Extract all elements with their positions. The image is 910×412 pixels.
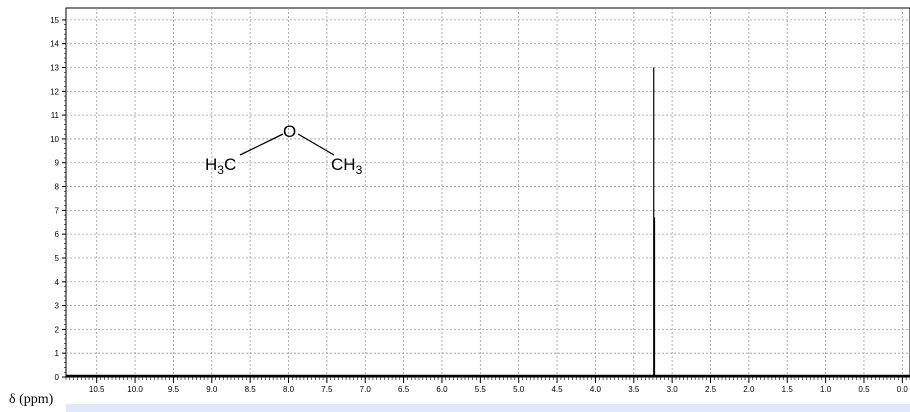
y-tick-label: 9 xyxy=(55,159,60,168)
y-tick-label: 3 xyxy=(55,302,60,311)
y-tick-label: 14 xyxy=(50,40,59,49)
x-tick-label: 2.5 xyxy=(705,385,717,394)
atom-oxygen: O xyxy=(283,122,296,141)
x-tick-label: 9.5 xyxy=(168,385,180,394)
bond-left xyxy=(239,133,284,156)
grid-lines xyxy=(66,8,910,377)
y-tick-label: 2 xyxy=(55,325,60,334)
x-tick-label: 6.5 xyxy=(398,385,410,394)
y-tick-label: 8 xyxy=(55,183,60,192)
x-axis-title: δ (ppm) xyxy=(9,392,54,407)
x-tick-label: 4.0 xyxy=(590,385,602,394)
bond-right xyxy=(297,133,335,156)
x-tick-label: 3.0 xyxy=(667,385,679,394)
y-tick-label: 6 xyxy=(55,230,60,239)
x-tick-label: 4.5 xyxy=(551,385,563,394)
status-bar xyxy=(66,404,910,412)
y-tick-label: 11 xyxy=(51,111,60,120)
x-tick-label: 10.5 xyxy=(89,385,105,394)
y-tick-label: 4 xyxy=(55,278,60,287)
atom-right-methyl: CH3 xyxy=(331,155,363,177)
x-tick-label: 7.5 xyxy=(321,385,333,394)
y-tick-label: 15 xyxy=(50,16,59,25)
x-tick-label: 1.5 xyxy=(782,385,794,394)
y-tick-label: 13 xyxy=(50,64,59,73)
x-tick-label: 3.5 xyxy=(628,385,640,394)
y-tick-label: 0 xyxy=(55,373,60,382)
spectrum-peaks xyxy=(66,67,910,378)
x-tick-label: 5.5 xyxy=(475,385,487,394)
y-tick-label: 7 xyxy=(55,206,60,215)
x-tick-label: 8.5 xyxy=(245,385,257,394)
x-tick-label: 9.0 xyxy=(206,385,218,394)
x-tick-label: 8.0 xyxy=(283,385,295,394)
x-tick-label: 0.5 xyxy=(858,385,870,394)
plot-frame xyxy=(65,7,910,378)
x-tick-label: 5.0 xyxy=(513,385,525,394)
y-tick-label: 10 xyxy=(50,135,59,144)
x-tick-label: 6.0 xyxy=(436,385,448,394)
x-axis: 10.5 10.0 9.5 9.0 8.5 8.0 7.5 7.0 6.5 6.0 5.5 5.0 4.… xyxy=(65,377,910,394)
y-tick-label: 12 xyxy=(50,87,59,96)
y-tick-label: 5 xyxy=(55,254,60,263)
x-tick-label: 2.0 xyxy=(743,385,755,394)
molecule-structure: H3C O CH3 xyxy=(205,122,363,177)
x-tick-label: 1.0 xyxy=(820,385,832,394)
y-tick-label: 1 xyxy=(55,349,60,358)
x-tick-label: 10.0 xyxy=(127,385,143,394)
x-tick-label: 0.0 xyxy=(897,385,909,394)
x-tick-label: 7.0 xyxy=(360,385,372,394)
atom-left-methyl: H3C xyxy=(205,155,236,177)
